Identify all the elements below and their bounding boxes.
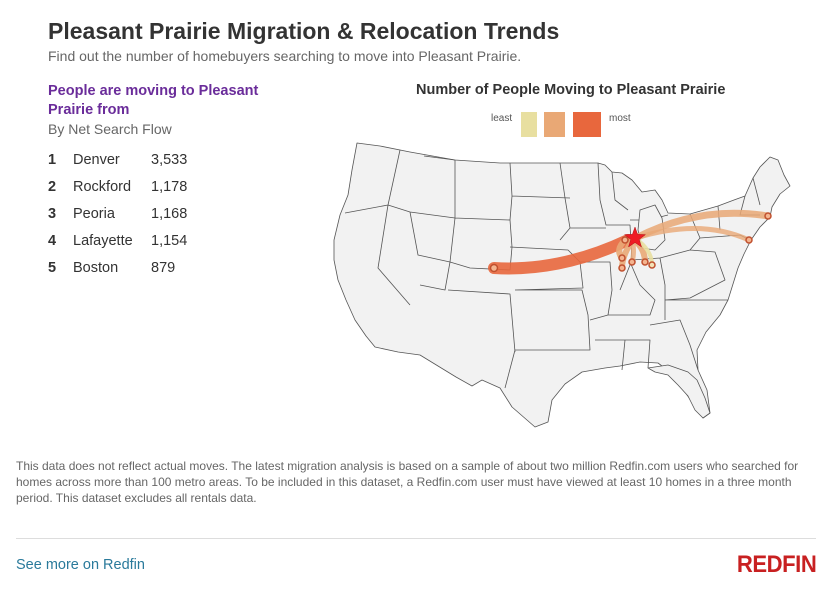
origin-denver (489, 263, 499, 273)
search-count: 3,533 (151, 151, 188, 168)
list-item: 4 Lafayette 1,154 (48, 227, 268, 254)
search-count: 879 (151, 259, 176, 276)
origin-lafayette (641, 258, 649, 266)
divider (16, 538, 816, 539)
page-title: Pleasant Prairie Migration & Relocation … (48, 18, 560, 44)
flow-denver (488, 234, 634, 275)
rank-number: 5 (48, 259, 57, 276)
list-item: 2 Rockford 1,178 (48, 173, 268, 200)
see-more-link[interactable]: See more on Redfin (16, 557, 145, 573)
ranking-heading: People are moving to Pleasant Prairie fr… (48, 83, 259, 118)
legend-swatch-low (521, 112, 537, 137)
ranking-list: 1 Denver 3,533 2 Rockford 1,178 3 Peoria… (48, 146, 268, 281)
origin-boston (764, 212, 772, 220)
origin-rockford (621, 236, 629, 244)
flow-boston (632, 209, 772, 242)
redfin-logo: REDFIN (736, 551, 817, 578)
origin-champaign (648, 261, 656, 269)
legend-swatch-mid (544, 112, 565, 137)
destination-star-icon (623, 226, 647, 248)
origin-new-york (745, 236, 753, 244)
rank-number: 3 (48, 205, 57, 222)
origin-markers (489, 212, 772, 273)
list-item: 3 Peoria 1,168 (48, 200, 268, 227)
legend-most-label: most (609, 113, 631, 124)
ranking-subheading: By Net Search Flow (48, 121, 172, 137)
list-item: 1 Denver 3,533 (48, 146, 268, 173)
list-item: 5 Boston 879 (48, 254, 268, 281)
florida (647, 364, 711, 419)
disclaimer-text: This data does not reflect actual moves.… (16, 459, 799, 505)
flow-new-york (633, 225, 752, 243)
city-name: Lafayette (73, 232, 133, 249)
origin-springfield (618, 264, 626, 272)
search-count: 1,168 (151, 205, 188, 222)
city-name: Peoria (73, 205, 115, 222)
map-title: Number of People Moving to Pleasant Prai… (416, 82, 726, 98)
origin-bloomington (628, 258, 636, 266)
page-subtitle: Find out the number of homebuyers search… (48, 48, 522, 64)
search-count: 1,178 (151, 178, 188, 195)
legend-swatch-high (573, 112, 601, 137)
city-name: Boston (73, 259, 119, 276)
city-name: Denver (73, 151, 120, 168)
us-outline (333, 142, 791, 428)
search-count: 1,154 (151, 232, 188, 249)
city-name: Rockford (73, 178, 132, 195)
legend-least-label: least (491, 113, 513, 124)
rank-number: 2 (48, 178, 57, 195)
rank-number: 4 (48, 232, 57, 249)
origin-peoria (618, 254, 626, 262)
us-states (333, 142, 791, 428)
rank-number: 1 (48, 151, 57, 168)
